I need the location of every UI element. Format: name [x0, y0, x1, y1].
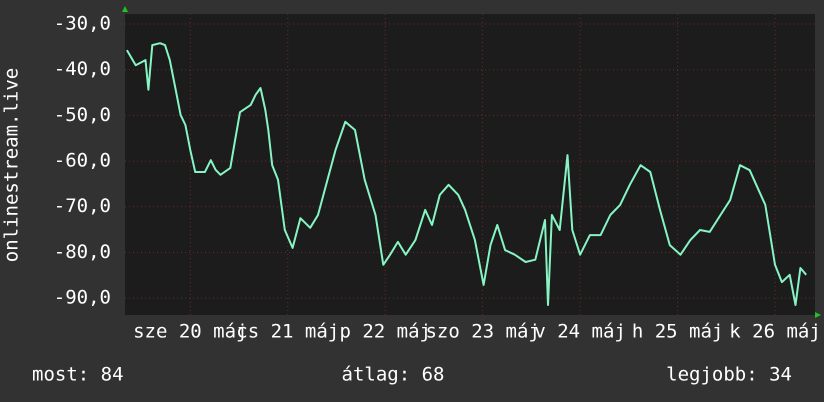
stat-current: most: 84 [32, 364, 124, 386]
x-tick-label: p 22 máj [339, 321, 431, 343]
y-tick-label: -30,0 [54, 13, 111, 35]
y-tick-label: -70,0 [54, 195, 111, 217]
y-axis-title: onlinestream.live [1, 68, 23, 262]
y-tick-label: -80,0 [54, 241, 111, 263]
x-tick-label: szo 23 máj [425, 321, 539, 343]
stat-average: átlag: 68 [342, 364, 445, 386]
axis-arrow [815, 312, 821, 318]
x-tick-label: v 24 máj [534, 321, 626, 343]
x-tick-label: cs 21 máj [236, 321, 339, 343]
y-tick-label: -50,0 [54, 104, 111, 126]
series-line [126, 42, 807, 306]
plot-area [125, 14, 815, 315]
axis-arrow [122, 6, 128, 12]
y-tick-label: -90,0 [54, 287, 111, 309]
x-tick-label: h 25 máj [632, 321, 724, 343]
x-tick-label: k 26 máj [729, 321, 821, 343]
stat-best: legjobb: 34 [666, 364, 792, 386]
x-tick-label: sze 20 máj [133, 321, 247, 343]
y-tick-label: -40,0 [54, 58, 111, 80]
y-tick-label: -60,0 [54, 150, 111, 172]
